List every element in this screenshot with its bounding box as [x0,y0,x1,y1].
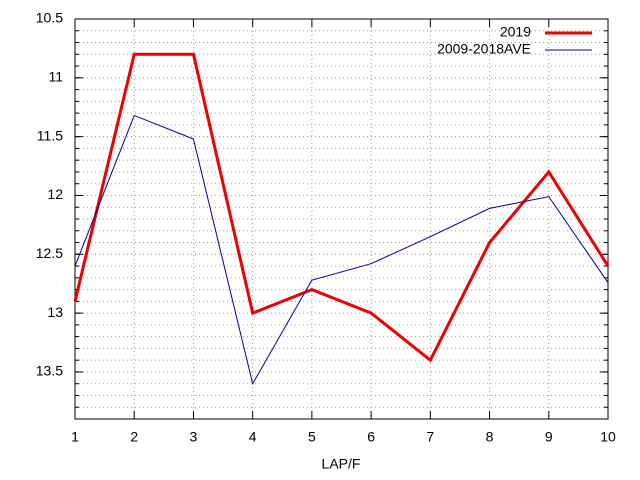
series-line [73,52,610,363]
x-tick-label: 6 [367,429,375,445]
x-tick-label: 1 [71,429,79,445]
x-tick-label: 10 [600,429,616,445]
x-tick-label: 8 [486,429,494,445]
plot-border [74,18,609,420]
x-tick-label: 9 [545,429,553,445]
x-tick-label: 7 [426,429,434,445]
x-tick-label: 2 [130,429,138,445]
y-tick-label: 12.5 [36,245,63,261]
y-tick-label: 13 [47,304,63,320]
y-tick-label: 11 [48,69,63,85]
series-line [74,114,609,386]
y-tick-label: 11.5 [37,127,63,143]
y-tick-label: 12 [47,186,63,202]
x-tick-label: 5 [308,429,316,445]
x-tick-label: 3 [190,429,198,445]
legend-label: 2009-2018AVE [437,41,531,57]
legend-label: 2019 [500,24,531,40]
x-tick-label: 4 [249,429,257,445]
y-tick-label: 13.5 [36,363,63,379]
y-tick-label: 10.5 [36,10,63,26]
x-axis-label: LAP/F [322,456,361,472]
